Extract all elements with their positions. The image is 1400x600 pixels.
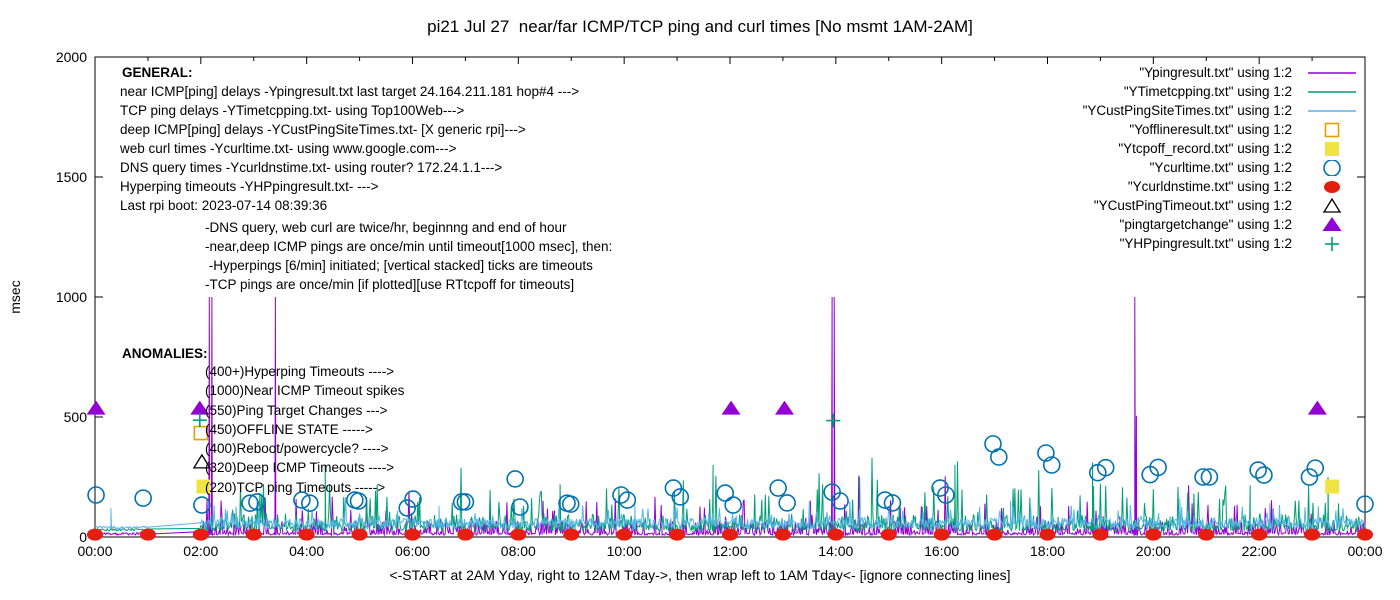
legend-entry: "pingtargetchange" using 1:2 bbox=[1083, 215, 1360, 234]
open-triangle-sample-icon bbox=[1322, 197, 1342, 213]
legend-label: "pingtargetchange" using 1:2 bbox=[1119, 217, 1292, 232]
y-tick-label: 0 bbox=[79, 529, 87, 545]
x-tick-label: 20:00 bbox=[1135, 543, 1171, 559]
chart-title: pi21 Jul 27 near/far ICMP/TCP ping and c… bbox=[427, 17, 973, 36]
line-sample-icon bbox=[1308, 71, 1356, 74]
anomalies-notes: (400+)Hyperping Timeouts ----> (1000)Near… bbox=[205, 362, 404, 497]
general-notes: near ICMP[ping] delays -Ypingresult.txt … bbox=[120, 82, 579, 215]
y-tick-label: 1500 bbox=[55, 169, 87, 185]
anomaly-note-line: (450)OFFLINE STATE -----> bbox=[205, 421, 373, 437]
anomaly-note-line: (400+)Hyperping Timeouts ----> bbox=[205, 364, 395, 379]
y-axis-label: msec bbox=[7, 280, 23, 314]
legend-entry: "Ytcpoff_record.txt" using 1:2 bbox=[1083, 139, 1360, 158]
note-line: -TCP pings are once/min [if plotted][use… bbox=[205, 277, 575, 292]
plus-sample-icon bbox=[1325, 236, 1339, 251]
legend-label: "Ypingresult.txt" using 1:2 bbox=[1139, 65, 1292, 80]
open-square-sample-icon bbox=[1324, 122, 1340, 137]
legend-label: "YTimetcpping.txt" using 1:2 bbox=[1123, 84, 1292, 99]
open-circle-sample-icon bbox=[1323, 159, 1341, 176]
anomaly-note-line: (400)Reboot/powercycle? ----> bbox=[205, 441, 389, 457]
note-line: DNS query times -Ycurldnstime.txt- using… bbox=[120, 160, 503, 175]
anomalies-notes-header: ANOMALIES: bbox=[122, 346, 208, 361]
x-tick-label: 00:00 bbox=[77, 543, 113, 559]
note-line: -near,deep ICMP pings are once/min until… bbox=[205, 239, 613, 254]
legend-entry: "YTimetcpping.txt" using 1:2 bbox=[1083, 82, 1360, 101]
y-tick-label: 500 bbox=[63, 409, 87, 425]
line-sample-icon bbox=[1308, 109, 1356, 112]
y-tick-label: 1000 bbox=[55, 289, 87, 305]
series-Ycurltime-txt bbox=[87, 435, 1374, 517]
series-Ycurldnstime-txt bbox=[87, 528, 1373, 541]
x-tick-label: 04:00 bbox=[289, 543, 325, 559]
x-tick-label: 00:00 bbox=[1347, 543, 1383, 559]
legend-entry: "Ycurldnstime.txt" using 1:2 bbox=[1083, 177, 1360, 196]
anomaly-note-line: (220)TCP ping Timeouts -----> bbox=[205, 479, 386, 495]
series-pingtargetchange bbox=[86, 400, 1327, 415]
x-tick-label: 02:00 bbox=[183, 543, 219, 559]
legend-label: "YCustPingSiteTimes.txt" using 1:2 bbox=[1082, 103, 1292, 118]
note-line: Hyperping timeouts -YHPpingresult.txt- -… bbox=[120, 179, 379, 194]
note-line: -DNS query, web curl are twice/hr, begin… bbox=[205, 220, 567, 235]
series-YHPpingresult-txt bbox=[192, 413, 841, 428]
legend-label: "Yofflineresult.txt" using 1:2 bbox=[1129, 122, 1292, 137]
x-tick-label: 22:00 bbox=[1241, 543, 1277, 559]
filled-circle-sample-icon bbox=[1324, 180, 1340, 193]
x-tick-label: 16:00 bbox=[924, 543, 960, 559]
legend-entry: "YCustPingSiteTimes.txt" using 1:2 bbox=[1083, 101, 1360, 120]
note-line: -Hyperpings [6/min] initiated; [vertical… bbox=[205, 258, 593, 273]
legend-label: "YCustPingTimeout.txt" using 1:2 bbox=[1093, 198, 1292, 213]
general-notes-header: GENERAL: bbox=[122, 65, 193, 80]
legend-label: "Ycurldnstime.txt" using 1:2 bbox=[1127, 179, 1292, 194]
legend-label: "YHPpingresult.txt" using 1:2 bbox=[1119, 236, 1292, 251]
series-Yofflineresult-txt bbox=[193, 425, 209, 441]
x-tick-label: 10:00 bbox=[606, 543, 642, 559]
x-tick-label: 08:00 bbox=[500, 543, 536, 559]
series-YCustPingTimeout-txt bbox=[192, 453, 212, 469]
legend-label: "Ycurltime.txt" using 1:2 bbox=[1149, 160, 1292, 175]
x-tick-label: 18:00 bbox=[1029, 543, 1066, 559]
note-line: near ICMP[ping] delays -Ypingresult.txt … bbox=[120, 84, 580, 99]
note-line: TCP ping delays -YTimetcpping.txt- using… bbox=[120, 103, 465, 118]
x-axis-label: <-START at 2AM Yday, right to 12AM Tday-… bbox=[389, 567, 1011, 583]
legend-entry: "Ypingresult.txt" using 1:2 bbox=[1083, 63, 1360, 82]
x-tick-label: 14:00 bbox=[818, 543, 854, 559]
legend-label: "Ytcpoff_record.txt" using 1:2 bbox=[1118, 141, 1292, 156]
series-line-YTimetcpping-txt bbox=[94, 457, 1366, 533]
note-line: deep ICMP[ping] delays -YCustPingSiteTim… bbox=[120, 122, 526, 137]
legend-entry: "Ycurltime.txt" using 1:2 bbox=[1083, 158, 1360, 177]
anomaly-note-line: (550)Ping Target Changes ---> bbox=[205, 402, 388, 418]
filled-square-sample-icon bbox=[1325, 141, 1339, 156]
note-line: Last rpi boot: 2023-07-14 08:39:36 bbox=[120, 198, 328, 213]
anomaly-note-line: (320)Deep ICMP Timeouts ----> bbox=[205, 460, 395, 476]
note-line: web curl times -Ycurltime.txt- using www… bbox=[120, 141, 457, 156]
anomaly-note-line: (1000)Near ICMP Timeout spikes bbox=[205, 383, 405, 399]
x-tick-label: 06:00 bbox=[394, 543, 431, 559]
filled-triangle-sample-icon bbox=[1322, 216, 1342, 231]
line-sample-icon bbox=[1308, 90, 1356, 93]
legend: "Ypingresult.txt" using 1:2 "YTimetcpping… bbox=[1083, 63, 1360, 253]
y-tick-label: 2000 bbox=[55, 49, 87, 65]
legend-entry: "Yofflineresult.txt" using 1:2 bbox=[1083, 120, 1360, 139]
series-line-YCustPingSiteTimes-txt bbox=[94, 497, 1366, 531]
general-notes-details: -DNS query, web curl are twice/hr, begin… bbox=[205, 218, 612, 294]
legend-entry: "YHPpingresult.txt" using 1:2 bbox=[1083, 234, 1360, 253]
series-Ytcpoff_record-txt bbox=[196, 479, 1340, 494]
legend-entry: "YCustPingTimeout.txt" using 1:2 bbox=[1083, 196, 1360, 215]
x-tick-label: 12:00 bbox=[712, 543, 748, 559]
